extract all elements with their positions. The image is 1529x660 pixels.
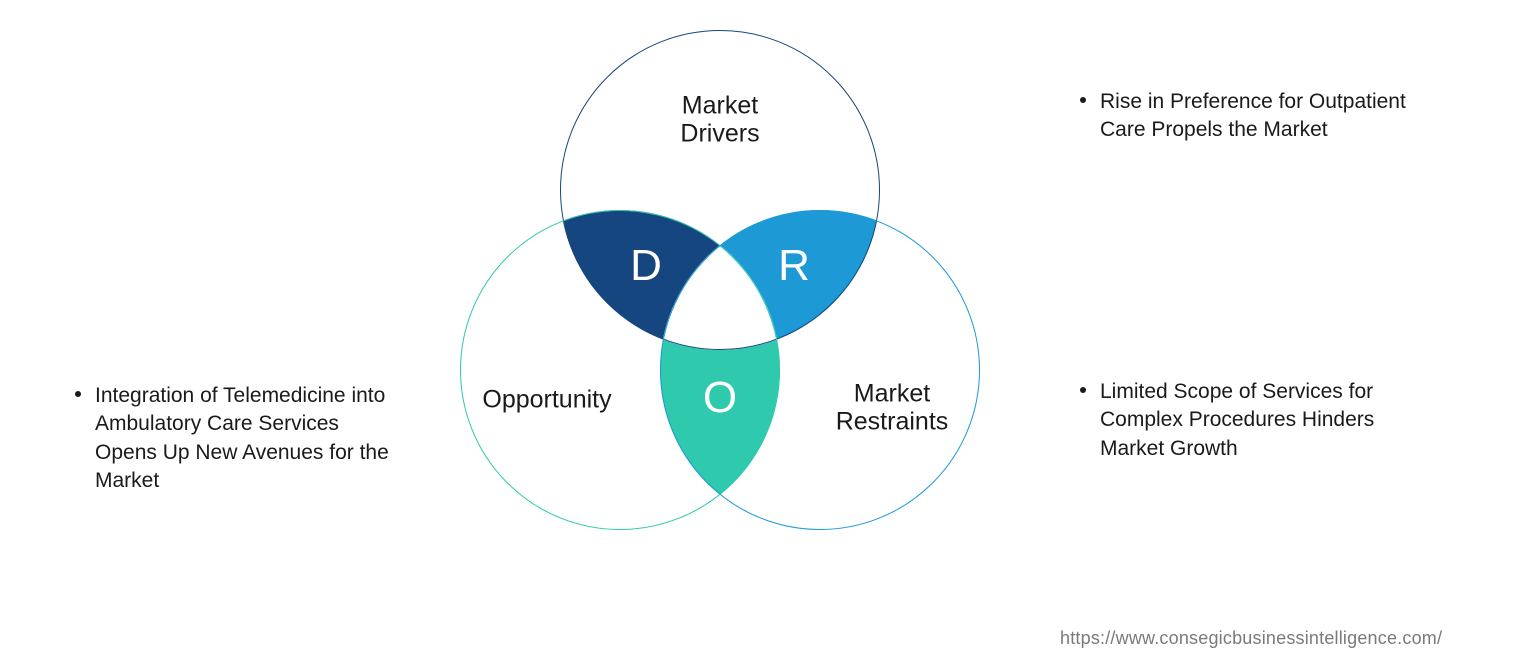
label-market-restraints: Market Restraints <box>836 381 949 436</box>
venn-letter-d: D <box>630 244 662 288</box>
venn-circle-right <box>660 210 980 530</box>
label-market-drivers: Market Drivers <box>680 93 759 148</box>
bullet-restraint: Limited Scope of Services for Complex Pr… <box>1080 378 1440 463</box>
bullet-dot-icon <box>75 391 81 397</box>
bullet-opportunity-text: Integration of Telemedicine into Ambulat… <box>95 382 405 495</box>
venn-letter-r: R <box>778 244 810 288</box>
label-opportunity: Opportunity <box>482 386 611 414</box>
venn-letter-o: O <box>703 376 737 420</box>
diagram-stage: D R O Market Drivers Opportunity Market … <box>0 0 1529 660</box>
bullet-opportunity: Integration of Telemedicine into Ambulat… <box>75 382 405 495</box>
bullet-driver: Rise in Preference for Outpatient Care P… <box>1080 88 1450 145</box>
bullet-dot-icon <box>1080 97 1086 103</box>
source-url: https://www.consegicbusinessintelligence… <box>1060 628 1442 649</box>
bullet-dot-icon <box>1080 387 1086 393</box>
bullet-driver-text: Rise in Preference for Outpatient Care P… <box>1100 88 1450 145</box>
bullet-restraint-text: Limited Scope of Services for Complex Pr… <box>1100 378 1440 463</box>
